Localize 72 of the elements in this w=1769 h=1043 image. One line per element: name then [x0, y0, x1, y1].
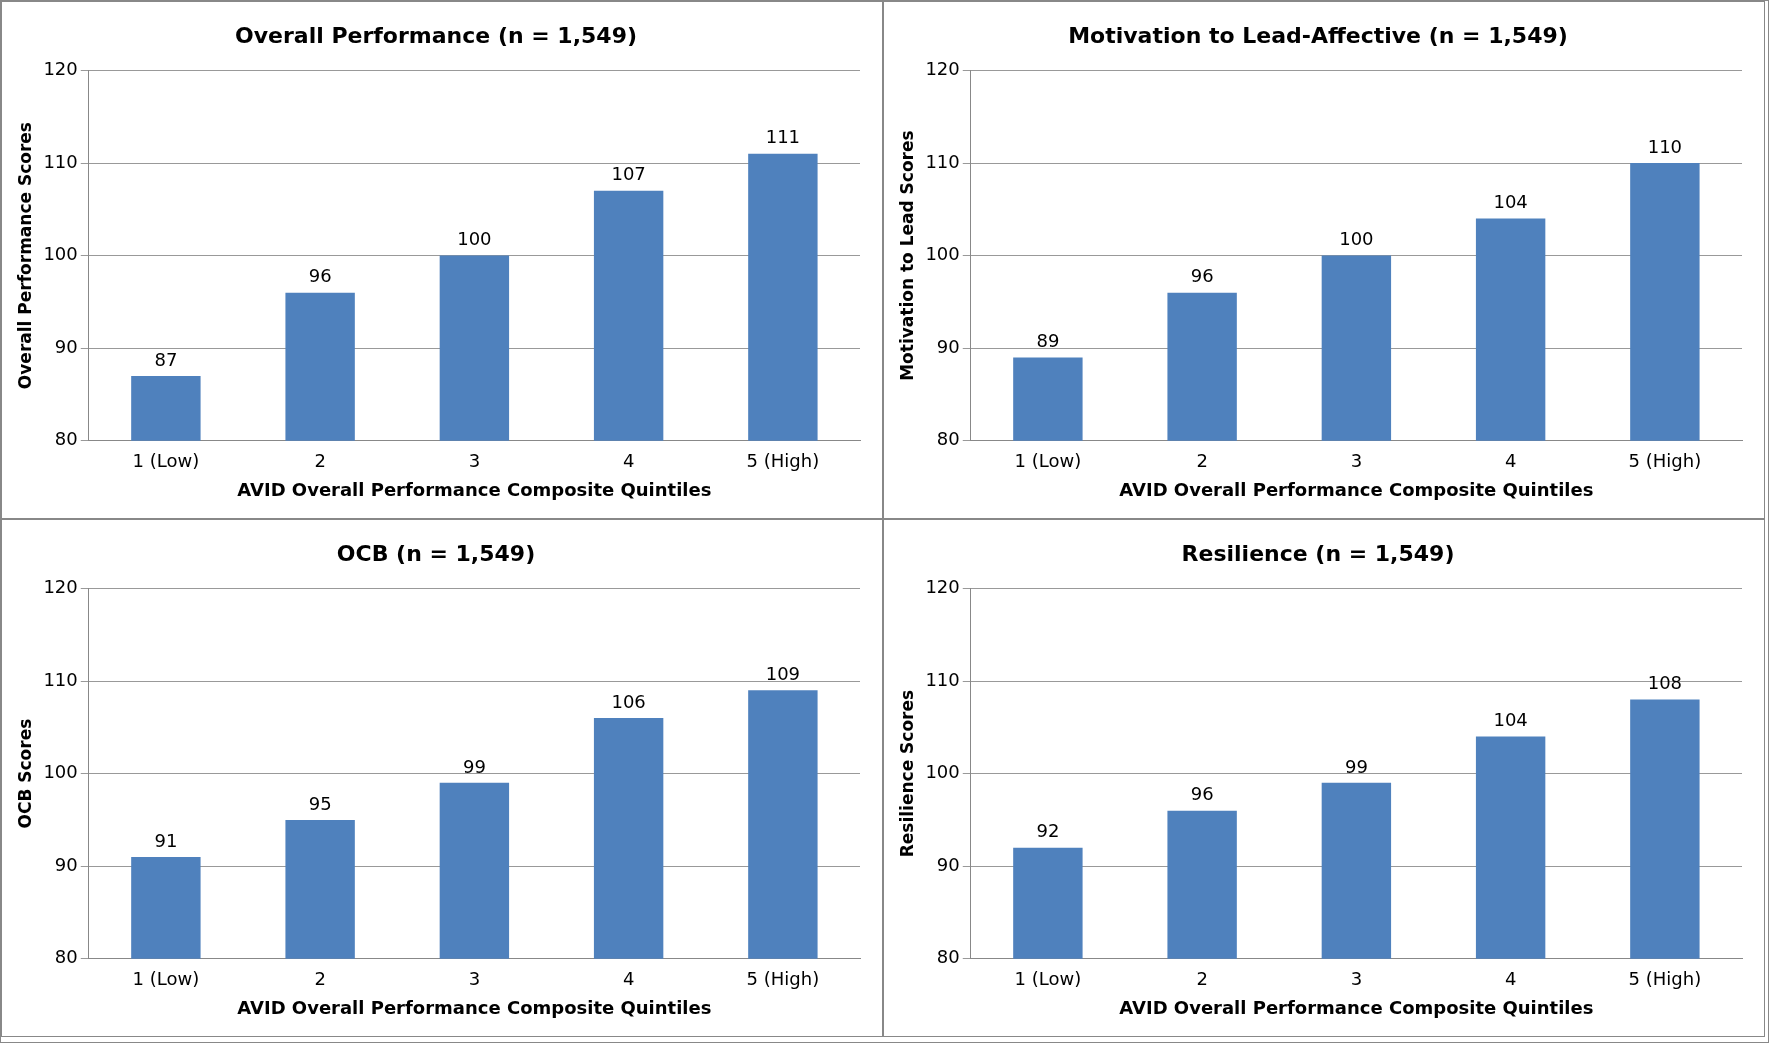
y-tick-label: 120: [43, 576, 78, 598]
y-tick-label: 80: [54, 946, 78, 968]
y-axis-title: Overall Performance Scores: [14, 122, 35, 390]
data-label: 104: [1493, 709, 1528, 731]
data-label: 87: [154, 348, 178, 370]
data-label: 104: [1493, 191, 1528, 213]
x-tick-label: 1 (Low): [1014, 450, 1082, 472]
chart-title: Overall Performance (n = 1,549): [235, 22, 637, 48]
data-label: 110: [1647, 135, 1683, 157]
chart-title: Resilience (n = 1,549): [1181, 540, 1455, 566]
data-label: 99: [1344, 755, 1368, 777]
data-label: 96: [308, 265, 332, 287]
y-tick-label: 90: [936, 335, 960, 357]
y-tick-label: 100: [43, 243, 78, 265]
y-tick-label: 110: [43, 150, 78, 172]
data-label: 96: [1190, 783, 1214, 805]
x-tick-label: 1 (Low): [1014, 968, 1082, 990]
x-tick-label: 3: [468, 968, 481, 990]
y-tick-label: 80: [54, 428, 78, 450]
x-tick-label: 3: [468, 450, 481, 472]
x-tick-label: 5 (High): [1628, 450, 1702, 472]
data-label: 95: [308, 792, 332, 814]
data-label: 96: [1190, 265, 1214, 287]
y-tick-label: 100: [925, 761, 960, 783]
data-label: 111: [765, 126, 801, 148]
y-axis-title: Resilience Scores: [896, 689, 917, 858]
x-tick-label: 5 (High): [1628, 968, 1702, 990]
x-tick-label: 5 (High): [746, 450, 820, 472]
y-tick-label: 120: [925, 58, 960, 80]
x-tick-label: 1 (Low): [132, 450, 200, 472]
y-axis-title: Motivation to Lead Scores: [896, 130, 917, 381]
y-tick-label: 80: [936, 428, 960, 450]
y-axis-title: OCB Scores: [14, 718, 35, 829]
y-tick-label: 90: [54, 335, 78, 357]
x-tick-label: 4: [1504, 450, 1517, 472]
data-label: 92: [1036, 820, 1060, 842]
y-tick-label: 110: [925, 668, 960, 690]
x-tick-label: 3: [1350, 968, 1363, 990]
data-label: 91: [154, 829, 178, 851]
data-label: 89: [1036, 330, 1060, 352]
y-tick-label: 120: [43, 58, 78, 80]
x-tick-label: 2: [1196, 968, 1208, 990]
data-label: 100: [1339, 228, 1374, 250]
x-axis-title: AVID Overall Performance Composite Quintiles: [237, 996, 712, 1018]
chart-title: Motivation to Lead-Affective (n = 1,549): [1068, 22, 1568, 48]
x-tick-label: 2: [1196, 450, 1208, 472]
y-tick-label: 90: [936, 853, 960, 875]
x-axis-title: AVID Overall Performance Composite Quintiles: [1119, 478, 1594, 500]
data-label: 108: [1647, 672, 1683, 694]
x-tick-label: 4: [1504, 968, 1517, 990]
x-tick-label: 1 (Low): [132, 968, 200, 990]
y-tick-label: 90: [54, 853, 78, 875]
y-tick-label: 110: [43, 668, 78, 690]
data-label: 99: [462, 755, 486, 777]
x-tick-label: 4: [622, 968, 635, 990]
y-tick-label: 100: [925, 243, 960, 265]
x-axis-title: AVID Overall Performance Composite Quintiles: [237, 478, 712, 500]
x-tick-label: 5 (High): [746, 968, 820, 990]
x-tick-label: 3: [1350, 450, 1363, 472]
x-tick-label: 4: [622, 450, 635, 472]
data-label: 109: [765, 662, 801, 684]
data-label: 100: [457, 228, 492, 250]
data-label: 107: [611, 163, 646, 185]
data-label: 106: [611, 690, 646, 712]
chart-title: OCB (n = 1,549): [336, 540, 536, 566]
y-tick-label: 110: [925, 150, 960, 172]
x-axis-title: AVID Overall Performance Composite Quintiles: [1119, 996, 1594, 1018]
x-tick-label: 2: [314, 968, 326, 990]
y-tick-label: 80: [936, 946, 960, 968]
y-tick-label: 120: [925, 576, 960, 598]
x-tick-label: 2: [314, 450, 326, 472]
y-tick-label: 100: [43, 761, 78, 783]
